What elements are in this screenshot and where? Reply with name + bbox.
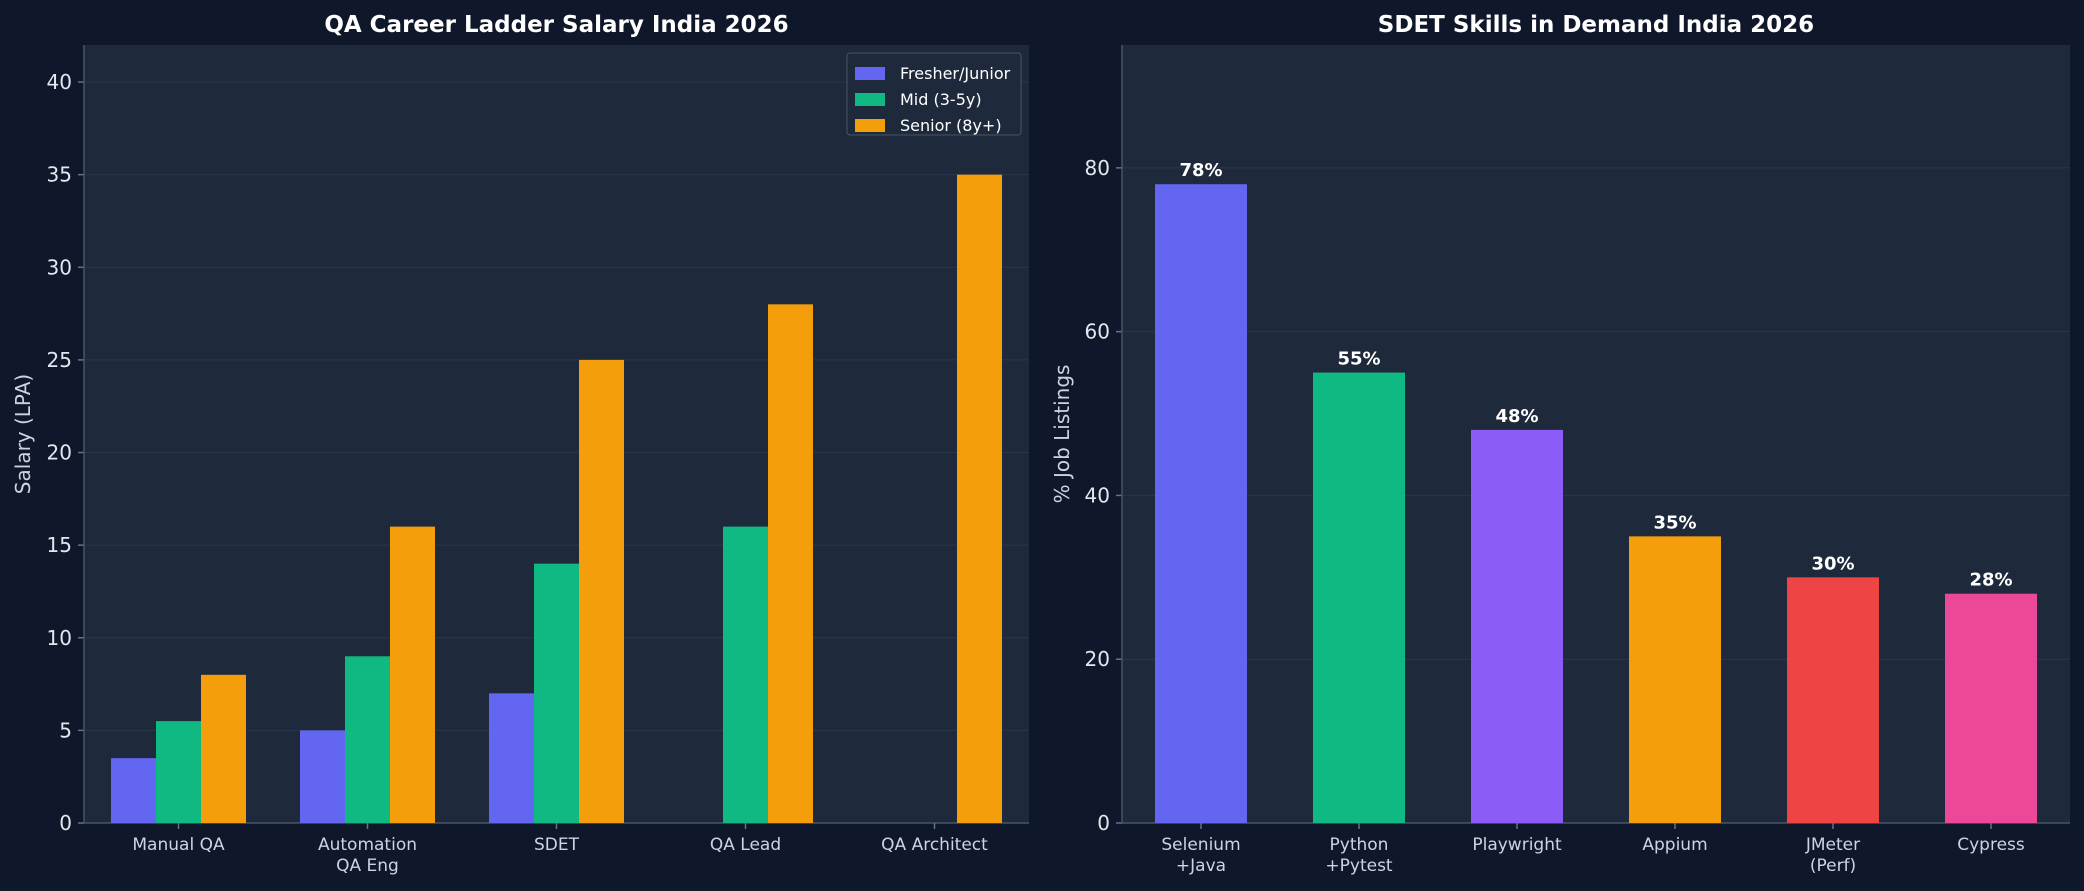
bar [534,563,579,823]
category-label-line: SDET [534,835,580,855]
category-label: QA Lead [710,835,781,855]
category-label-line: +Java [1176,856,1226,876]
y-axis-label: % Job Listings [1050,365,1074,504]
bar [1313,372,1405,823]
bar [111,758,156,823]
bar [300,730,345,823]
y-tick-label: 60 [1085,320,1110,344]
bar [579,359,624,823]
category-label-line: QA Eng [336,856,399,876]
y-tick-label: 10 [47,626,72,650]
category-label-line: Selenium [1161,835,1240,855]
y-tick-label: 20 [47,441,72,465]
data-label: 78% [1179,160,1222,181]
bar [1471,429,1563,823]
category-label: Appium [1642,835,1707,855]
y-tick-label: 15 [47,533,72,557]
legend [846,52,1022,136]
y-tick-label: 35 [47,163,72,187]
data-label: 30% [1811,553,1854,574]
category-label: Cypress [1957,835,2025,855]
legend-swatch [855,67,885,80]
y-tick-label: 20 [1085,647,1110,671]
bar [723,526,768,823]
category-label-line: (Perf) [1810,856,1856,876]
category-label: Manual QA [132,835,225,855]
y-tick-label: 0 [59,811,72,835]
bar [1629,536,1721,823]
legend-label: Fresher/Junior [900,64,1011,83]
category-label-line: Playwright [1472,835,1562,855]
category-label: Automation QA Eng [318,835,417,876]
legend-swatch [855,119,885,132]
legend-label: Mid (3-5y) [900,90,982,109]
bar [156,721,201,823]
data-label: 35% [1653,512,1696,533]
y-tick-label: 25 [47,348,72,372]
category-label-line: QA Architect [881,835,988,855]
category-label-line: +Pytest [1325,856,1393,876]
bar [201,674,246,823]
legend-label: Senior (8y+) [900,116,1002,135]
bar [390,526,435,823]
bar [957,174,1002,823]
category-label-line: Cypress [1957,835,2025,855]
y-tick-label: 80 [1085,156,1110,180]
bar [1155,184,1247,823]
chart-title: QA Career Ladder Salary India 2026 [324,12,788,38]
plot-area [1122,45,2070,823]
data-label: 48% [1495,406,1538,427]
legend-swatch [855,93,885,106]
bar [1945,593,2037,823]
y-axis-label: Salary (LPA) [11,374,35,494]
bar [489,693,534,823]
category-label: JMeter (Perf) [1805,835,1860,876]
y-tick-label: 40 [1085,483,1110,507]
y-tick-label: 40 [47,70,72,94]
bar [345,656,390,823]
category-label: SDET [534,835,580,855]
category-label: Selenium +Java [1161,835,1240,876]
category-label: QA Architect [881,835,988,855]
y-tick-label: 5 [59,718,72,742]
y-tick-label: 0 [1097,811,1110,835]
y-tick-label: 30 [47,255,72,279]
data-label: 55% [1337,349,1380,370]
data-label: 28% [1969,570,2012,591]
salary-chart: 0 5 10 15 20 25 30 35 40 QA Career Ladder Salary … [11,12,1029,876]
category-label-line: Automation [318,835,417,855]
category-label-line: JMeter [1805,835,1860,855]
category-label-line: QA Lead [710,835,781,855]
category-label: Python +Pytest [1325,835,1393,876]
category-label-line: Manual QA [132,835,225,855]
category-label: Playwright [1472,835,1562,855]
skills-chart: 0 20 40 60 80 SDET Skills in Demand India 202… [1050,12,2070,876]
bar [768,304,813,823]
bar [1787,577,1879,823]
category-label-line: Appium [1642,835,1707,855]
chart-title: SDET Skills in Demand India 2026 [1378,12,1814,38]
category-label-line: Python [1330,835,1389,855]
